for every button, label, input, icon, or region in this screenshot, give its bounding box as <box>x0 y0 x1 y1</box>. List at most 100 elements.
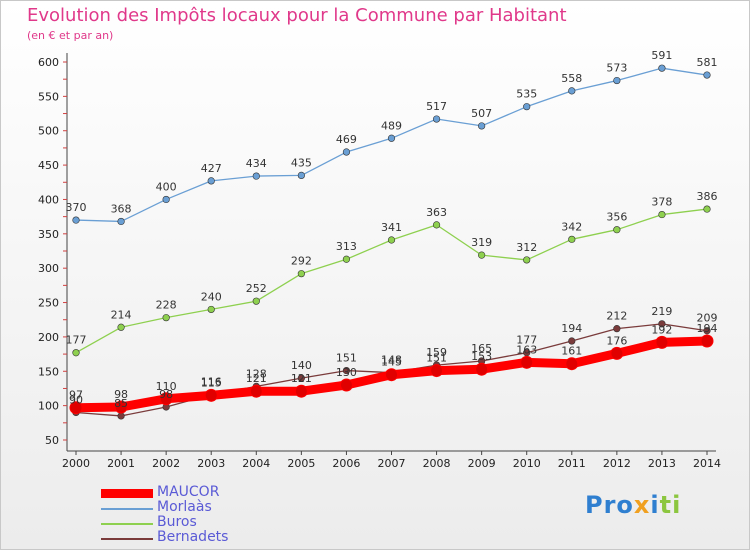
data-point <box>252 297 260 305</box>
x-tick-label: 2009 <box>468 457 496 470</box>
data-point <box>613 325 621 333</box>
y-tick-label: 400 <box>38 193 59 206</box>
data-point <box>478 122 486 130</box>
x-tick-label: 2002 <box>152 457 180 470</box>
data-point <box>339 378 353 392</box>
data-point <box>610 346 624 360</box>
data-point <box>207 305 215 314</box>
data-point <box>703 205 711 213</box>
chart-title: Evolution des Impôts locaux pour la Comm… <box>27 5 567 26</box>
x-tick-label: 2001 <box>107 457 135 470</box>
x-tick-label: 2004 <box>242 457 270 470</box>
data-point <box>432 115 441 123</box>
data-point <box>69 401 83 415</box>
data-label: 130 <box>336 366 357 379</box>
data-point <box>700 334 714 348</box>
logo-part: i <box>650 491 660 519</box>
data-label: 151 <box>336 352 357 365</box>
data-point <box>523 256 531 264</box>
data-point <box>613 226 621 234</box>
data-label: 194 <box>561 322 582 335</box>
data-label: 356 <box>606 211 627 224</box>
data-label: 98 <box>114 388 128 401</box>
y-tick-label: 500 <box>38 125 59 138</box>
data-point <box>294 384 308 398</box>
legend-label: Bernadets <box>157 529 229 545</box>
data-point <box>204 388 218 402</box>
data-label: 212 <box>606 310 627 323</box>
data-point <box>432 221 441 229</box>
data-label: 145 <box>381 356 402 369</box>
data-label: 591 <box>651 49 672 62</box>
data-point <box>207 177 215 185</box>
data-point <box>523 103 531 111</box>
data-label: 98 <box>159 388 173 401</box>
data-point <box>478 251 486 259</box>
legend-label: MAUCOR <box>157 484 220 500</box>
data-label: 370 <box>66 201 87 214</box>
data-label: 292 <box>291 255 312 268</box>
data-label: 240 <box>201 290 222 303</box>
data-point <box>72 216 80 224</box>
y-tick-label: 300 <box>38 262 59 275</box>
data-label: 90 <box>69 394 83 407</box>
data-label: 434 <box>246 157 267 170</box>
data-point <box>249 384 263 398</box>
y-tick-label: 200 <box>38 331 59 344</box>
chart-subtitle: (en € et par an) <box>27 29 114 42</box>
data-point <box>520 355 534 369</box>
x-tick-label: 2014 <box>693 457 721 470</box>
legend-swatch <box>101 538 153 540</box>
data-point <box>658 320 666 328</box>
data-label: 558 <box>561 72 582 85</box>
data-label: 535 <box>516 88 537 101</box>
data-point <box>475 362 489 376</box>
data-point <box>568 87 576 95</box>
data-point <box>159 392 173 406</box>
x-tick-label: 2007 <box>378 457 406 470</box>
data-label: 363 <box>426 206 447 219</box>
data-point <box>117 323 125 331</box>
legend-item: Morlaàs <box>101 499 361 516</box>
data-label: 341 <box>381 221 402 234</box>
data-point <box>252 172 260 180</box>
data-label: 342 <box>561 220 582 233</box>
data-point <box>162 314 170 322</box>
data-label: 214 <box>111 308 132 321</box>
legend-label: Morlaàs <box>157 499 212 515</box>
y-tick-label: 100 <box>38 400 59 413</box>
data-label: 252 <box>246 282 267 295</box>
data-label: 176 <box>606 334 627 347</box>
data-label: 121 <box>246 372 267 385</box>
data-label: 85 <box>114 397 128 410</box>
data-point <box>297 171 305 179</box>
data-point <box>613 76 621 85</box>
data-point <box>117 412 125 420</box>
data-label: 517 <box>426 100 447 113</box>
chart-legend: MAUCOR Morlaàs Buros Bernadets <box>101 484 361 546</box>
legend-item: Buros <box>101 514 361 531</box>
y-tick-label: 600 <box>38 56 59 69</box>
y-tick-label: 350 <box>38 228 59 241</box>
data-label: 313 <box>336 240 357 253</box>
data-point <box>387 236 396 244</box>
legend-item: Bernadets <box>101 529 361 546</box>
data-label: 153 <box>471 350 492 363</box>
data-label: 368 <box>111 202 132 215</box>
data-label: 573 <box>606 62 627 75</box>
x-tick-label: 2010 <box>513 457 541 470</box>
data-label: 163 <box>516 343 537 356</box>
data-point <box>297 374 305 382</box>
data-label: 209 <box>697 312 718 325</box>
data-point <box>658 210 666 219</box>
y-tick-label: 50 <box>45 434 59 447</box>
data-point <box>342 148 351 156</box>
data-label: 312 <box>516 241 537 254</box>
data-label: 151 <box>426 352 447 365</box>
data-label: 469 <box>336 133 357 146</box>
data-label: 110 <box>156 380 177 393</box>
data-label: 159 <box>426 346 447 359</box>
legend-label: Buros <box>157 514 197 530</box>
